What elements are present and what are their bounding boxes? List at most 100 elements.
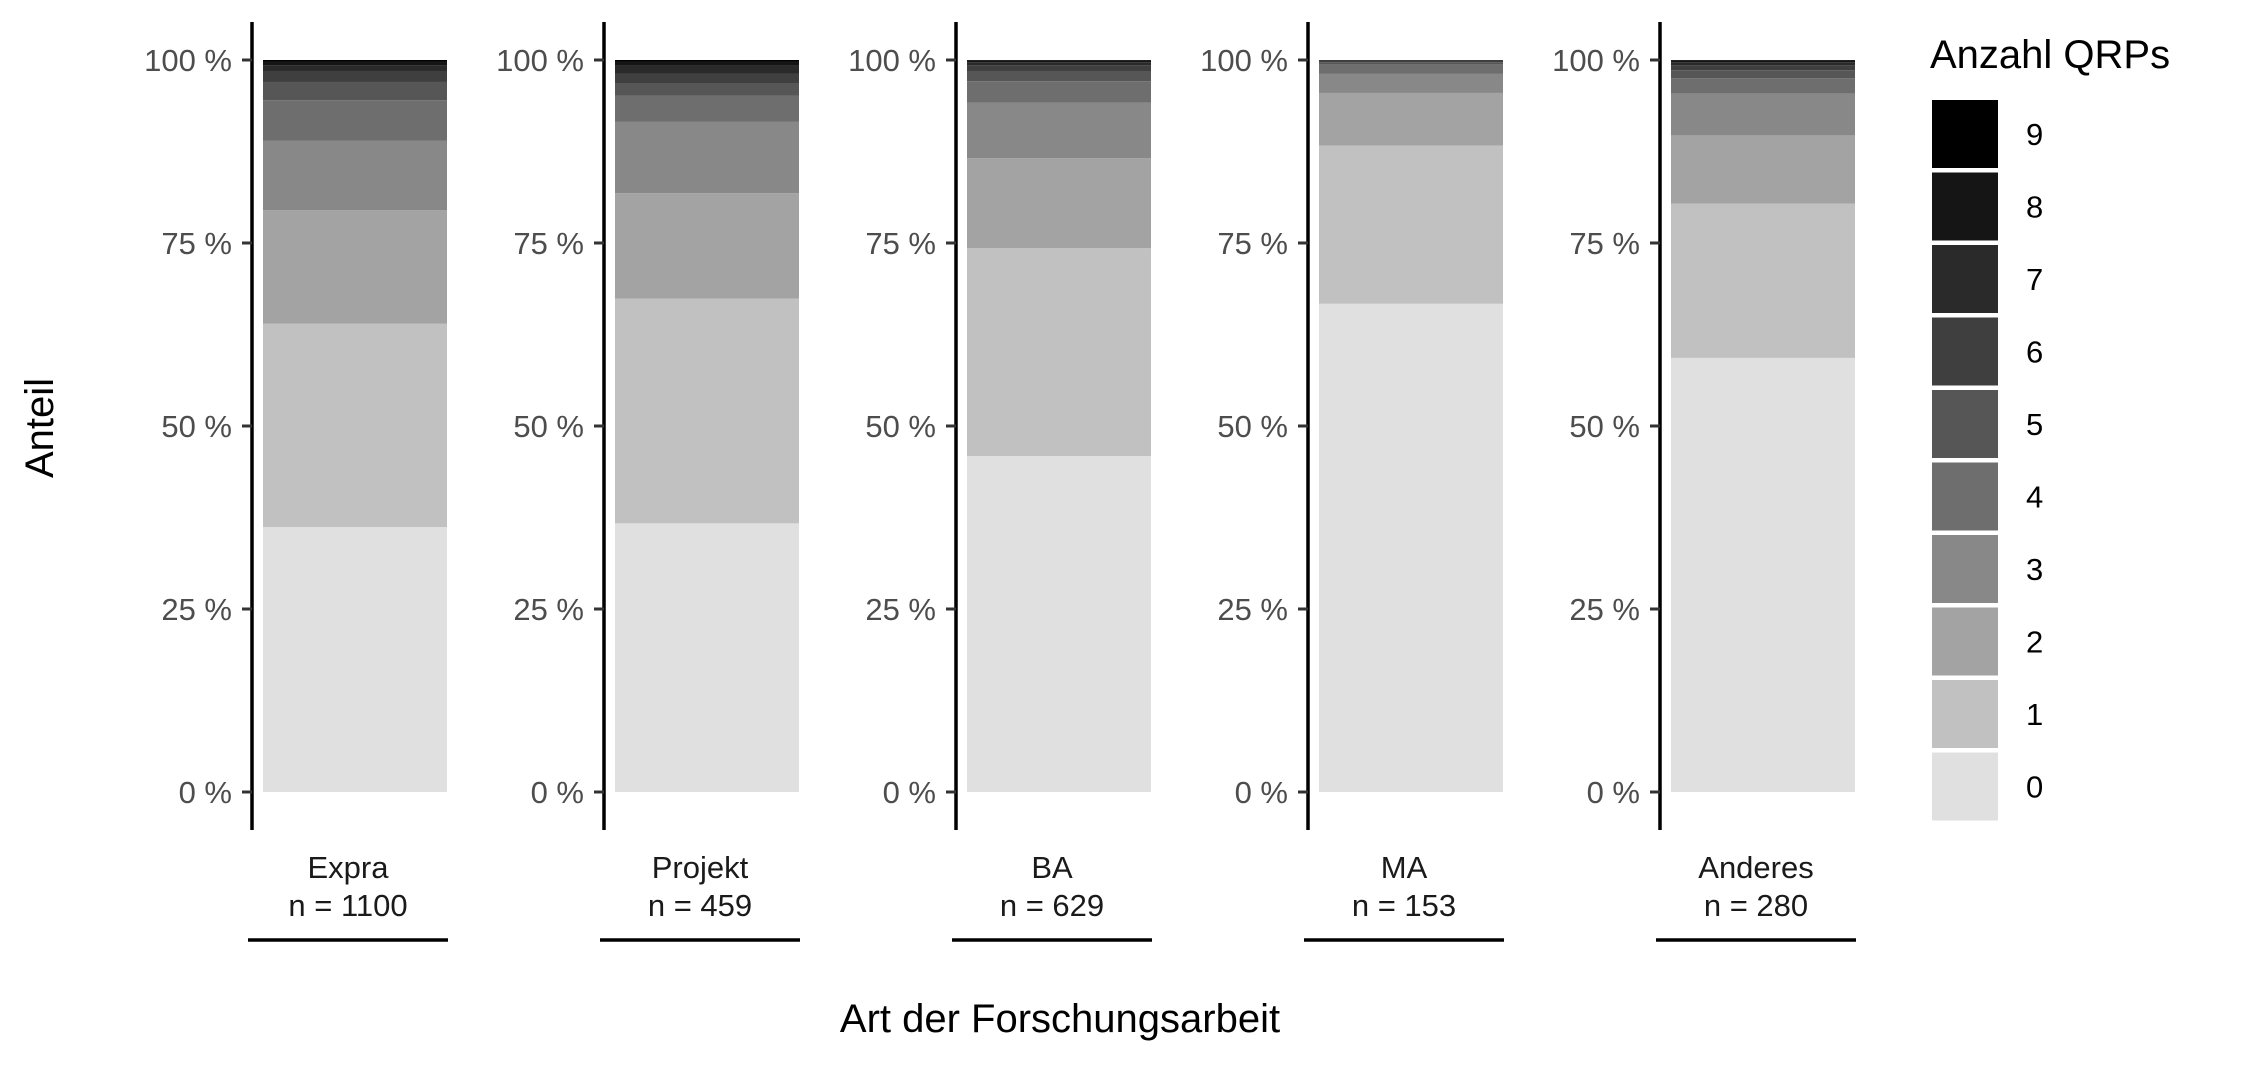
- y-tick-label: 25 %: [865, 592, 936, 627]
- bar-segment-qrp-2: [1319, 92, 1503, 146]
- legend-key-qrp-9: [1932, 100, 1998, 168]
- legend-key-qrp-2: [1932, 607, 1998, 676]
- facet-label: MA: [1381, 850, 1428, 885]
- bar-segment-qrp-0: [615, 523, 799, 792]
- bar-segment-qrp-4: [615, 95, 799, 122]
- bar-segment-qrp-1: [967, 248, 1151, 457]
- bar-segment-qrp-2: [263, 210, 447, 324]
- bar-segment-qrp-7: [615, 65, 799, 74]
- legend-key-qrp-4: [1932, 462, 1998, 531]
- legend-label-qrp-7: 7: [2026, 262, 2043, 297]
- bar-segment-qrp-5: [1319, 62, 1503, 65]
- bar-segment-qrp-6: [615, 73, 799, 84]
- y-tick-label: 75 %: [865, 226, 936, 261]
- legend-label-qrp-0: 0: [2026, 770, 2043, 805]
- facet-n-label: n = 629: [1000, 888, 1104, 923]
- y-axis-title: Anteil: [18, 378, 62, 478]
- bar-segment-qrp-6: [967, 65, 1151, 71]
- bar-segment-qrp-3: [1319, 73, 1503, 93]
- facet-label: Projekt: [652, 850, 749, 885]
- bar-segment-qrp-6: [1319, 60, 1503, 63]
- bar-segment-qrp-5: [263, 81, 447, 101]
- bar-segment-qrp-3: [263, 140, 447, 211]
- bar-segment-qrp-8: [615, 61, 799, 66]
- legend-key-qrp-0: [1932, 752, 1998, 821]
- y-tick-label: 0 %: [1587, 775, 1640, 810]
- legend-label-qrp-3: 3: [2026, 552, 2043, 587]
- y-tick-label: 0 %: [1235, 775, 1288, 810]
- bar-segment-qrp-7: [263, 65, 447, 71]
- bar-segment-qrp-6: [263, 70, 447, 82]
- bar-segment-qrp-4: [1671, 78, 1855, 94]
- y-tick-label: 0 %: [179, 775, 232, 810]
- facet-label: BA: [1031, 850, 1073, 885]
- bar-segment-qrp-9: [1671, 60, 1855, 61]
- bar-segment-qrp-6: [1671, 65, 1855, 71]
- y-tick-label: 75 %: [161, 226, 232, 261]
- facet-label: Anderes: [1698, 850, 1813, 885]
- legend-title: Anzahl QRPs: [1930, 33, 2170, 77]
- y-tick-label: 50 %: [1569, 409, 1640, 444]
- legend-label-qrp-8: 8: [2026, 190, 2043, 225]
- y-tick-label: 100 %: [848, 43, 936, 78]
- y-tick-label: 25 %: [513, 592, 584, 627]
- legend-key-qrp-7: [1932, 245, 1998, 313]
- bar-segment-qrp-8: [967, 60, 1151, 63]
- bar-segment-qrp-1: [1319, 145, 1503, 304]
- bar-segment-qrp-9: [263, 60, 447, 62]
- y-tick-label: 50 %: [161, 409, 232, 444]
- bar-segment-qrp-2: [615, 193, 799, 299]
- bar-segment-qrp-2: [1671, 135, 1855, 204]
- bar-segment-qrp-5: [1671, 70, 1855, 79]
- legend-label-qrp-4: 4: [2026, 480, 2043, 515]
- facet-label: Expra: [308, 850, 390, 885]
- bar-segment-qrp-3: [615, 121, 799, 194]
- facet-n-label: n = 153: [1352, 888, 1456, 923]
- bar-segment-qrp-7: [967, 62, 1151, 66]
- y-tick-label: 50 %: [513, 409, 584, 444]
- bar-segment-qrp-7: [1671, 62, 1855, 66]
- bar-segment-qrp-2: [967, 158, 1151, 249]
- bar-segment-qrp-1: [615, 298, 799, 524]
- facet-n-label: n = 459: [648, 888, 752, 923]
- bar-segment-qrp-1: [1671, 203, 1855, 358]
- facet-panel-ma: 0 % 25 % 50 % 75 % 100 % MAn = 153: [1200, 22, 1504, 942]
- bar-segment-qrp-8: [1671, 60, 1855, 63]
- bar-segment-qrp-0: [1671, 357, 1855, 792]
- bar-segment-qrp-4: [967, 81, 1151, 103]
- bar-segment-qrp-3: [1671, 93, 1855, 136]
- y-tick-label: 100 %: [1200, 43, 1288, 78]
- facet-n-label: n = 1100: [288, 888, 407, 923]
- legend-label-qrp-9: 9: [2026, 117, 2043, 152]
- bar-segment-qrp-4: [263, 100, 447, 141]
- facet-n-label: n = 280: [1704, 888, 1808, 923]
- y-tick-label: 25 %: [161, 592, 232, 627]
- legend: Anzahl QRPs 9 8 7 6 5 4 3 2 1 0: [1930, 33, 2170, 821]
- legend-label-qrp-5: 5: [2026, 407, 2043, 442]
- bar-segment-qrp-9: [967, 60, 1151, 61]
- legend-key-qrp-6: [1932, 317, 1998, 386]
- bar-segment-qrp-0: [1319, 303, 1503, 792]
- legend-key-qrp-3: [1932, 535, 1998, 603]
- legend-key-qrp-8: [1932, 172, 1998, 241]
- legend-label-qrp-6: 6: [2026, 335, 2043, 370]
- y-tick-label: 50 %: [1217, 409, 1288, 444]
- y-tick-label: 50 %: [865, 409, 936, 444]
- bar-segment-qrp-1: [263, 323, 447, 528]
- bar-segment-qrp-8: [263, 61, 447, 66]
- y-tick-label: 25 %: [1217, 592, 1288, 627]
- y-tick-label: 100 %: [496, 43, 584, 78]
- y-tick-label: 0 %: [531, 775, 584, 810]
- y-tick-label: 0 %: [883, 775, 936, 810]
- y-tick-label: 75 %: [1217, 226, 1288, 261]
- bar-segment-qrp-5: [615, 83, 799, 96]
- y-tick-label: 100 %: [144, 43, 232, 78]
- bar-segment-qrp-5: [967, 70, 1151, 82]
- bar-segment-qrp-4: [1319, 64, 1503, 74]
- y-tick-label: 75 %: [513, 226, 584, 261]
- bar-segment-qrp-3: [967, 102, 1151, 159]
- legend-label-qrp-2: 2: [2026, 625, 2043, 660]
- legend-key-qrp-5: [1932, 390, 1998, 458]
